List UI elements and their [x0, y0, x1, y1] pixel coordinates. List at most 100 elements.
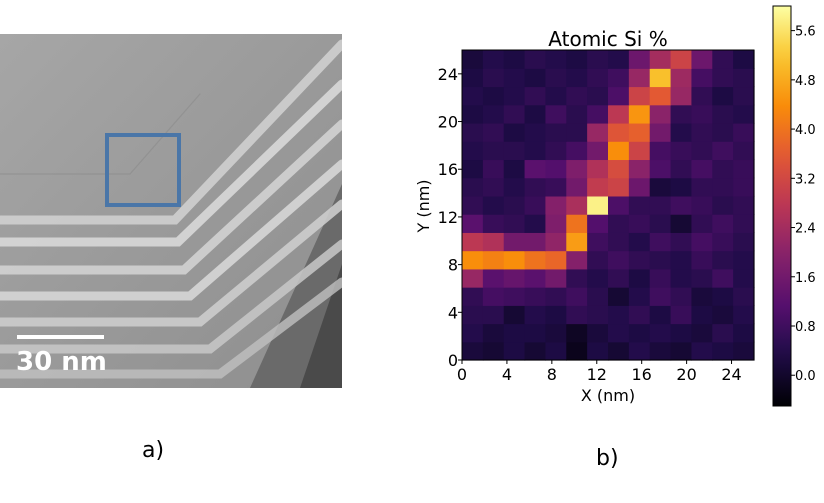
heatmap-cell — [524, 232, 547, 252]
colorbar-tick-label: 2.4 — [795, 222, 816, 237]
panel-a-label: a) — [142, 438, 165, 463]
heatmap-cell — [608, 177, 630, 197]
heatmap-cell — [462, 141, 484, 161]
heatmap-cell — [524, 250, 547, 270]
heatmap-cell — [566, 195, 588, 215]
y-tick-label: 8 — [448, 256, 458, 275]
tem-micrograph: 30 nm — [0, 34, 342, 388]
heatmap-cell — [566, 250, 588, 270]
heatmap-cell — [649, 341, 672, 361]
heatmap-cell — [503, 177, 526, 197]
heatmap-cell — [566, 305, 588, 325]
heatmap-cell — [608, 159, 630, 179]
heatmap-cell — [649, 159, 672, 179]
heatmap-cell — [733, 305, 755, 325]
heatmap-cell — [608, 232, 630, 252]
heatmap-cell — [482, 323, 505, 343]
heatmap-cell — [545, 341, 567, 361]
heatmap-cell — [503, 323, 526, 343]
heatmap-cell — [566, 122, 588, 142]
heatmap-cell — [587, 214, 609, 233]
heatmap-cell — [587, 305, 609, 325]
y-tick-label: 12 — [438, 208, 458, 227]
heatmap-cell — [691, 122, 713, 142]
heatmap-cell — [587, 50, 609, 69]
heatmap-cell — [482, 177, 505, 197]
heatmap-cell — [524, 141, 547, 161]
heatmap-cell — [482, 86, 505, 106]
scale-bar-label: 30 nm — [16, 347, 107, 377]
heatmap-cell — [733, 86, 755, 106]
heatmap-cell — [712, 305, 734, 325]
heatmap-cell — [628, 86, 651, 106]
heatmap-cell — [503, 232, 526, 252]
heatmap-cell — [462, 159, 484, 179]
heatmap-cell — [649, 122, 672, 142]
heatmap-cell — [691, 177, 713, 197]
heatmap-cell — [482, 341, 505, 361]
heatmap-cell — [712, 86, 734, 106]
heatmap-cell — [691, 159, 713, 179]
heatmap-cell — [462, 305, 484, 325]
heatmap-cell — [628, 214, 651, 233]
heatmap-cell — [482, 122, 505, 142]
heatmap-cell — [608, 287, 630, 306]
colorbar-tick-label: 0.0 — [795, 369, 816, 384]
heatmap-cell — [503, 122, 526, 142]
heatmap-cell — [566, 214, 588, 233]
colorbar-tick-label: 4.8 — [795, 74, 816, 89]
heatmap-cell — [670, 104, 693, 124]
heatmap-cell — [670, 177, 693, 197]
heatmap-cell — [628, 287, 651, 306]
heatmap-cell — [649, 268, 672, 288]
heatmap-cell — [628, 159, 651, 179]
heatmap-cell — [462, 195, 484, 215]
heatmap-cell — [670, 122, 693, 142]
heatmap-cell — [691, 341, 713, 361]
heatmap-cell — [733, 232, 755, 252]
layer-stripes — [0, 39, 342, 379]
heatmap-cell — [712, 287, 734, 306]
heatmap-cell — [733, 268, 755, 288]
heatmap-cells — [462, 50, 755, 361]
heatmap-cell — [587, 141, 609, 161]
heatmap-cell — [587, 268, 609, 288]
heatmap-cell — [649, 214, 672, 233]
heatmap-cell — [608, 268, 630, 288]
heatmap-cell — [566, 141, 588, 161]
heatmap-cell — [733, 104, 755, 124]
heatmap-cell — [482, 268, 505, 288]
heatmap-cell — [628, 141, 651, 161]
heatmap-cell — [566, 232, 588, 252]
heatmap-cell — [545, 305, 567, 325]
heatmap-cell — [712, 268, 734, 288]
heatmap-cell — [503, 86, 526, 106]
heatmap-cell — [691, 104, 713, 124]
heatmap-cell — [608, 341, 630, 361]
x-tick-label: 4 — [502, 365, 512, 384]
heatmap-cell — [670, 287, 693, 306]
heatmap-cell — [733, 323, 755, 343]
heatmap-cell — [503, 159, 526, 179]
heatmap-cell — [628, 250, 651, 270]
heatmap-cell — [524, 214, 547, 233]
heatmap-cell — [628, 177, 651, 197]
heatmap-cell — [587, 341, 609, 361]
heatmap-cell — [545, 122, 567, 142]
heatmap-cell — [670, 195, 693, 215]
x-tick-label: 0 — [457, 365, 467, 384]
heatmap-cell — [482, 195, 505, 215]
heatmap-cell — [587, 232, 609, 252]
heatmap-cell — [649, 177, 672, 197]
heatmap-cell — [691, 141, 713, 161]
heatmap-cell — [587, 68, 609, 88]
chart-title: Atomic Si % — [548, 27, 667, 51]
heatmap-cell — [587, 250, 609, 270]
heatmap-cell — [524, 68, 547, 88]
heatmap-cell — [482, 50, 505, 69]
heatmap-cell — [503, 141, 526, 161]
heatmap-cell — [691, 323, 713, 343]
heatmap-cell — [524, 177, 547, 197]
heatmap-cell — [691, 305, 713, 325]
colorbar-tick-label: 1.6 — [795, 271, 816, 286]
